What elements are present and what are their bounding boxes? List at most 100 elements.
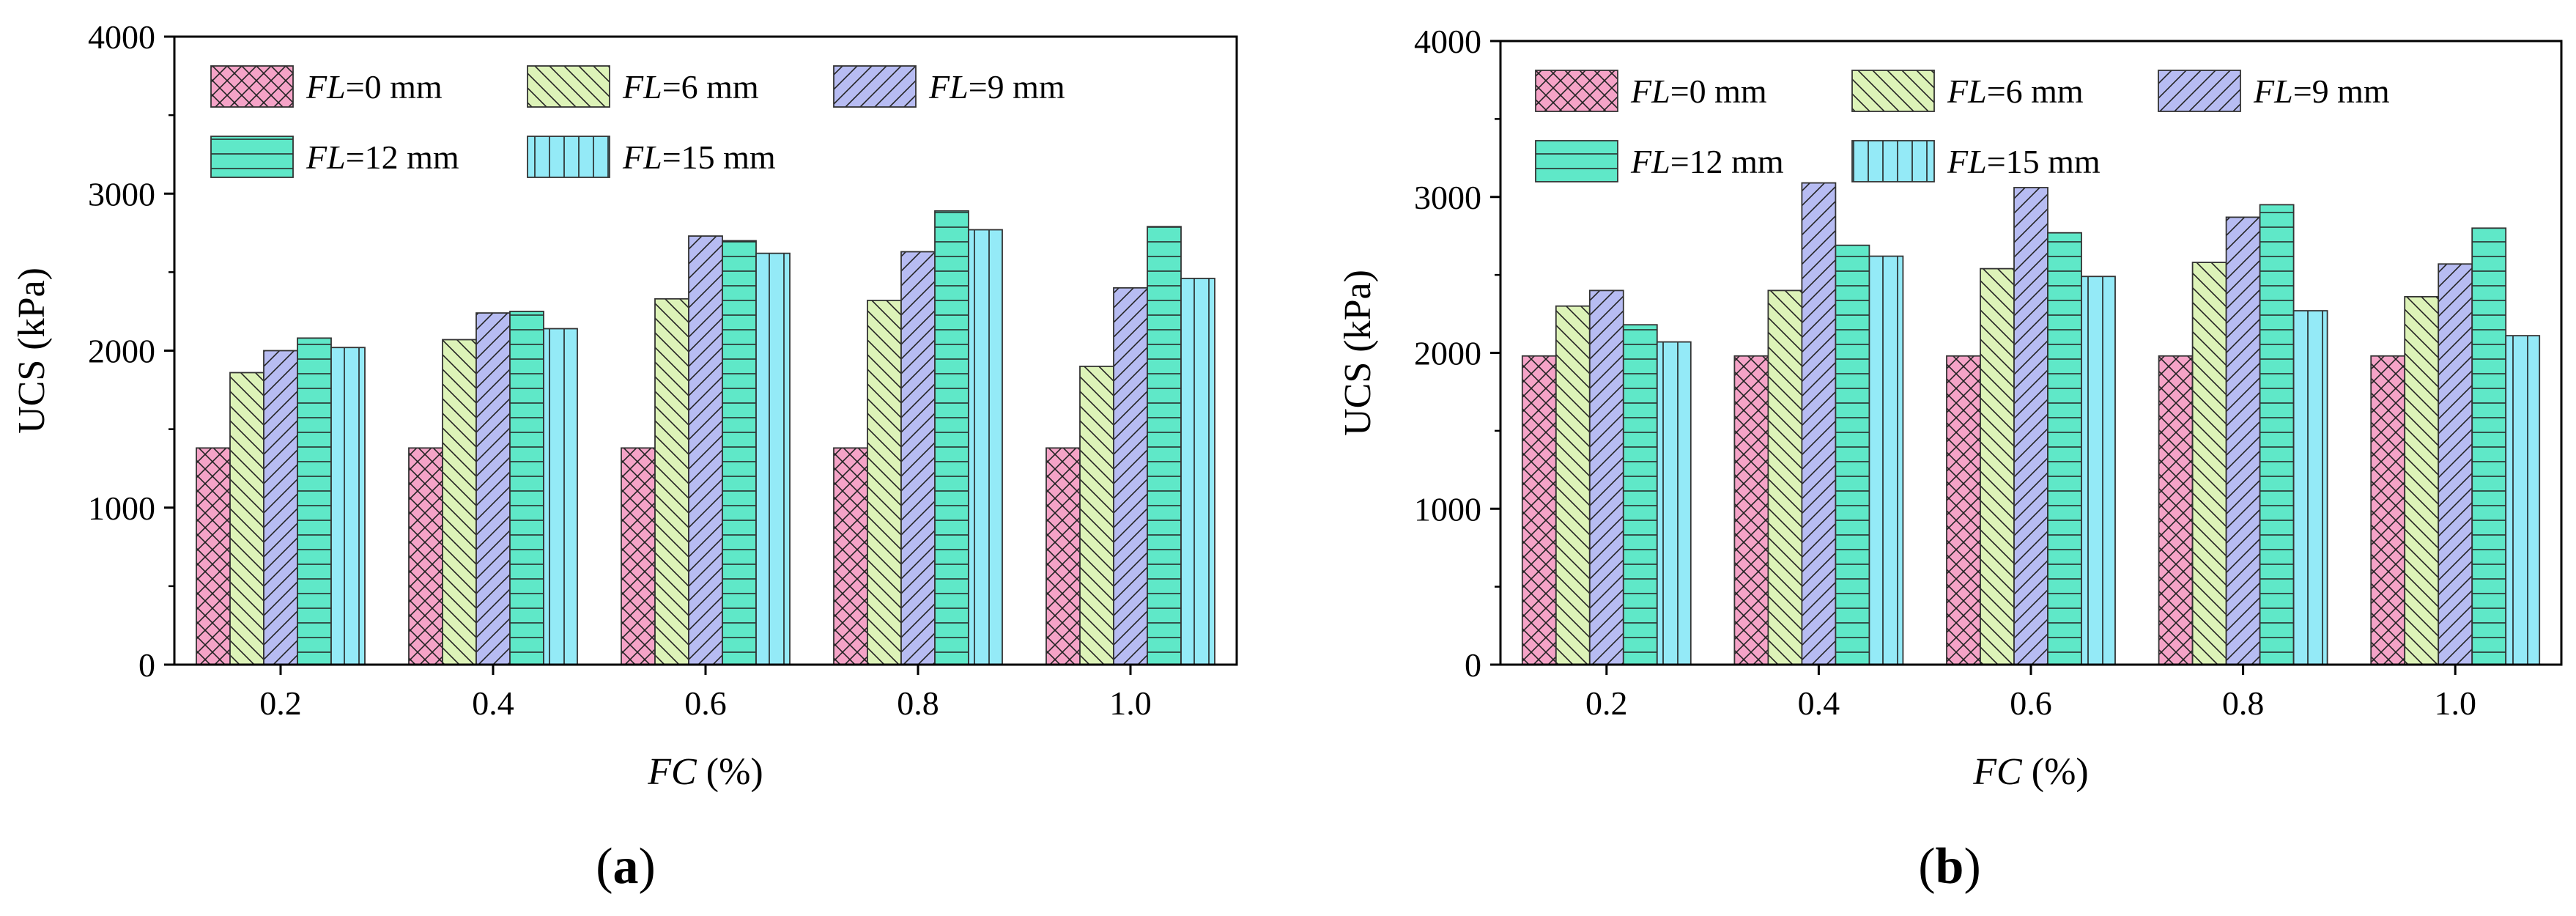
bar-b-0mm-fc0.6 <box>1946 355 1981 665</box>
plot-frame <box>173 35 1238 666</box>
bar-b-6mm-fc0.2 <box>1555 305 1591 665</box>
bar-b-6mm-fc0.4 <box>1767 289 1803 665</box>
bar-a-12mm-fc0.4 <box>509 311 544 665</box>
bar-a-12mm-fc0.6 <box>722 240 757 665</box>
legend-swatch <box>1851 140 1935 182</box>
legend-swatch <box>1535 140 1618 182</box>
y-tick-label: 1000 <box>88 490 155 527</box>
bar-a-9mm-fc0.6 <box>688 235 723 665</box>
bar-a-0mm-fc0.4 <box>408 447 443 665</box>
legend-label: FL=15 mm <box>622 138 776 176</box>
legend-item: FL=0 mm <box>1535 70 1767 112</box>
y-tick-label: 4000 <box>1414 23 1481 60</box>
bar-a-6mm-fc0.8 <box>867 300 902 665</box>
bar-b-0mm-fc1.0 <box>2370 355 2406 665</box>
x-tick-label: 0.4 <box>472 684 514 722</box>
bar-b-15mm-fc1.0 <box>2505 335 2541 665</box>
bar-a-0mm-fc0.8 <box>833 447 868 665</box>
bar-a-12mm-fc0.2 <box>297 337 332 665</box>
legend-label: FL=6 mm <box>1947 73 2084 110</box>
bar-a-9mm-fc0.8 <box>900 251 936 665</box>
bar-b-12mm-fc0.6 <box>2047 232 2082 665</box>
bar-a-9mm-fc0.2 <box>263 350 298 665</box>
y-tick-label: 0 <box>138 646 155 684</box>
bar-a-12mm-fc1.0 <box>1147 226 1182 665</box>
legend-label: FL=0 mm <box>1630 73 1767 110</box>
bar-a-6mm-fc0.6 <box>654 298 689 665</box>
legend-label: FL=12 mm <box>1630 143 1784 180</box>
bar-b-9mm-fc0.2 <box>1588 289 1624 665</box>
panel-label: (b) <box>1918 838 1981 895</box>
bar-b-0mm-fc0.8 <box>2158 355 2194 665</box>
bar-b-6mm-fc0.6 <box>1980 267 2015 665</box>
y-axis-label: UCS (kPa) <box>1337 270 1379 436</box>
bar-b-12mm-fc0.2 <box>1622 324 1658 665</box>
legend-label: FL=12 mm <box>306 138 459 176</box>
bar-b-12mm-fc0.4 <box>1835 244 1870 665</box>
legend-label: FL=15 mm <box>1947 143 2101 180</box>
bar-b-9mm-fc0.4 <box>1801 182 1837 665</box>
legend-swatch <box>1535 70 1618 112</box>
x-tick-label: 1.0 <box>1109 684 1152 722</box>
x-tick-label: 0.8 <box>897 684 939 722</box>
legend-swatch <box>833 65 917 108</box>
plot-frame <box>1499 40 2563 666</box>
bar-a-0mm-fc0.6 <box>621 447 656 665</box>
bar-a-15mm-fc0.8 <box>968 229 1003 665</box>
x-tick-label: 1.0 <box>2434 684 2476 722</box>
legend-item: FL=9 mm <box>2158 70 2390 112</box>
bar-b-15mm-fc0.2 <box>1656 341 1692 665</box>
y-tick-label: 3000 <box>88 175 155 213</box>
bar-a-9mm-fc1.0 <box>1113 287 1148 665</box>
legend-swatch <box>1851 70 1935 112</box>
x-tick-label: 0.8 <box>2222 684 2265 722</box>
x-axis-label: FC (%) <box>1972 751 2088 793</box>
x-axis-label: FC (%) <box>647 751 763 793</box>
y-tick-label: 2000 <box>88 333 155 370</box>
y-tick-label: 2000 <box>1414 335 1481 372</box>
legend-label: FL=9 mm <box>2253 73 2390 110</box>
legend-swatch <box>2158 70 2241 112</box>
bar-a-12mm-fc0.8 <box>934 210 969 665</box>
bar-a-6mm-fc0.4 <box>442 339 477 665</box>
bar-a-15mm-fc0.6 <box>755 252 791 665</box>
chart-panel-a: 0.2 0.4 0.6 0.8 1.0 0 1000 2000 3000 4000 UCS (kPa… <box>11 18 1238 793</box>
bar-b-12mm-fc1.0 <box>2471 227 2507 665</box>
bar-b-6mm-fc0.8 <box>2191 262 2227 665</box>
bar-b-9mm-fc0.8 <box>2225 216 2261 665</box>
legend-item: FL=12 mm <box>1535 140 1784 182</box>
bar-a-6mm-fc1.0 <box>1079 366 1114 665</box>
legend-item: FL=6 mm <box>1851 70 2084 112</box>
y-tick-label: 0 <box>1465 646 1481 684</box>
bar-b-12mm-fc0.8 <box>2259 204 2295 665</box>
legend-item: FL=15 mm <box>1851 140 2101 182</box>
bar-b-6mm-fc1.0 <box>2404 296 2440 665</box>
bar-a-15mm-fc0.2 <box>330 347 366 665</box>
legend-item: FL=12 mm <box>210 136 459 178</box>
bar-b-15mm-fc0.4 <box>1868 255 1904 665</box>
bar-b-15mm-fc0.6 <box>2081 276 2116 665</box>
legend-swatch <box>527 65 610 108</box>
bar-a-0mm-fc1.0 <box>1045 447 1081 665</box>
legend-swatch <box>210 136 294 178</box>
bar-a-15mm-fc1.0 <box>1180 278 1215 665</box>
legend-label: FL=6 mm <box>622 68 759 106</box>
bar-a-0mm-fc0.2 <box>196 447 231 665</box>
bar-b-0mm-fc0.2 <box>1521 355 1557 665</box>
legend-item: FL=6 mm <box>527 65 759 108</box>
y-tick-label: 4000 <box>88 18 155 56</box>
legend-item: FL=0 mm <box>210 65 443 108</box>
bar-a-6mm-fc0.2 <box>229 372 264 665</box>
y-axis-label: UCS (kPa) <box>11 267 53 434</box>
bar-b-9mm-fc1.0 <box>2438 263 2473 665</box>
legend-swatch <box>527 136 610 178</box>
bar-a-9mm-fc0.4 <box>475 312 511 665</box>
x-tick-label: 0.2 <box>1585 684 1628 722</box>
x-tick-label: 0.2 <box>259 684 302 722</box>
bar-b-15mm-fc0.8 <box>2292 310 2328 665</box>
y-tick-label: 3000 <box>1414 179 1481 216</box>
x-tick-label: 0.4 <box>1798 684 1840 722</box>
legend-item: FL=9 mm <box>833 65 1065 108</box>
panel-label: (a) <box>596 838 656 895</box>
